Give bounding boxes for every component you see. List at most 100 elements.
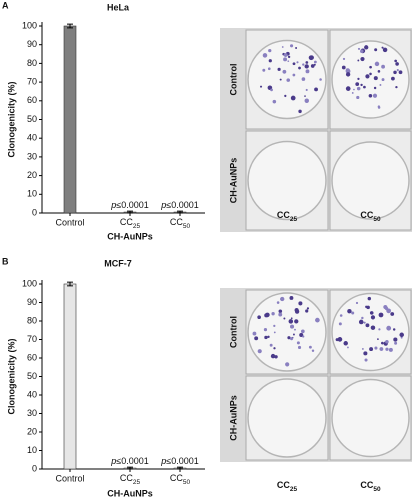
y-tick-label: 30 (27, 408, 37, 418)
y-tick-label: 20 (27, 170, 37, 180)
colony (273, 324, 276, 328)
colony (391, 76, 395, 81)
colony (315, 317, 320, 323)
panel-letter: A (2, 0, 9, 10)
colony (356, 86, 361, 91)
colony (347, 346, 349, 349)
bar (63, 283, 77, 470)
colony (365, 323, 370, 328)
colony (388, 347, 393, 352)
x-tick-label: CC50 (170, 473, 191, 485)
colony (379, 84, 382, 86)
colony (372, 93, 378, 98)
colony (305, 309, 309, 313)
plate (331, 141, 410, 220)
colony (345, 86, 351, 91)
colony (374, 61, 380, 67)
bar-label: p≤0.0001 (110, 456, 148, 466)
colony (364, 358, 368, 362)
colony (292, 73, 296, 77)
colony (369, 65, 372, 69)
colony (297, 345, 302, 350)
image-row-label: CH-AuNPs (228, 395, 238, 441)
colony (356, 95, 360, 100)
colony (373, 76, 378, 81)
colony (398, 70, 403, 75)
colony (364, 45, 369, 50)
image-col-label: CC25 (277, 480, 298, 492)
colony (355, 301, 359, 305)
y-tick-label: 100 (22, 278, 37, 288)
y-tick-label: 10 (27, 189, 37, 199)
colony (379, 347, 384, 351)
colony (370, 315, 376, 320)
colony (298, 301, 303, 306)
y-axis-label: Clonogenicity (%) (6, 338, 16, 414)
colony (311, 349, 315, 353)
image-row-label: Control (228, 64, 238, 96)
y-tick-label: 90 (27, 39, 37, 49)
colony (257, 315, 261, 320)
y-tick-label: 70 (27, 76, 37, 86)
colony (278, 312, 283, 317)
colony (357, 77, 360, 80)
colony (313, 60, 317, 64)
y-tick-label: 0 (32, 207, 37, 217)
y-tick-label: 70 (27, 334, 37, 344)
colony (267, 335, 270, 339)
y-tick-label: 80 (27, 58, 37, 68)
y-tick-label: 80 (27, 315, 37, 325)
colony (280, 296, 285, 302)
colony (343, 341, 348, 346)
panel-letter: B (2, 256, 9, 266)
colony (351, 311, 355, 315)
colony (377, 105, 381, 108)
colony (283, 317, 286, 320)
colony (296, 61, 299, 64)
colony (369, 72, 372, 76)
image-col-label: CC25 (277, 210, 298, 222)
colony (369, 311, 374, 315)
colony (374, 48, 378, 52)
colony (360, 56, 365, 62)
colony (342, 57, 346, 61)
colony (314, 87, 318, 92)
colony (284, 94, 287, 98)
x-tick-label: Control (55, 473, 84, 483)
colony (288, 319, 294, 324)
colony (382, 47, 388, 53)
colony (273, 331, 276, 334)
colony (268, 59, 272, 63)
colony (367, 296, 372, 301)
y-tick-label: 60 (27, 352, 37, 362)
colony (287, 55, 291, 59)
y-tick-label: 10 (27, 445, 37, 455)
colony (319, 78, 322, 81)
colony (400, 336, 403, 339)
colony (381, 64, 385, 69)
colony (271, 312, 275, 316)
plate (247, 378, 327, 458)
colony (335, 338, 339, 342)
plate (331, 292, 410, 372)
colony (381, 78, 385, 82)
colony (386, 325, 392, 331)
colony (360, 83, 363, 87)
x-tick-label: CC25 (120, 217, 141, 229)
colony (377, 338, 379, 341)
colony (310, 64, 315, 68)
colony (385, 339, 389, 344)
colony (264, 313, 269, 318)
colony (287, 60, 290, 62)
colony (394, 59, 398, 63)
colony (260, 85, 263, 88)
colony (347, 311, 350, 314)
colony (373, 86, 377, 90)
colony (345, 68, 351, 74)
y-tick-label: 0 (32, 463, 37, 473)
bar (63, 25, 77, 214)
colony (377, 70, 381, 73)
colony (268, 48, 272, 53)
colony (294, 308, 299, 313)
colony (304, 98, 309, 103)
